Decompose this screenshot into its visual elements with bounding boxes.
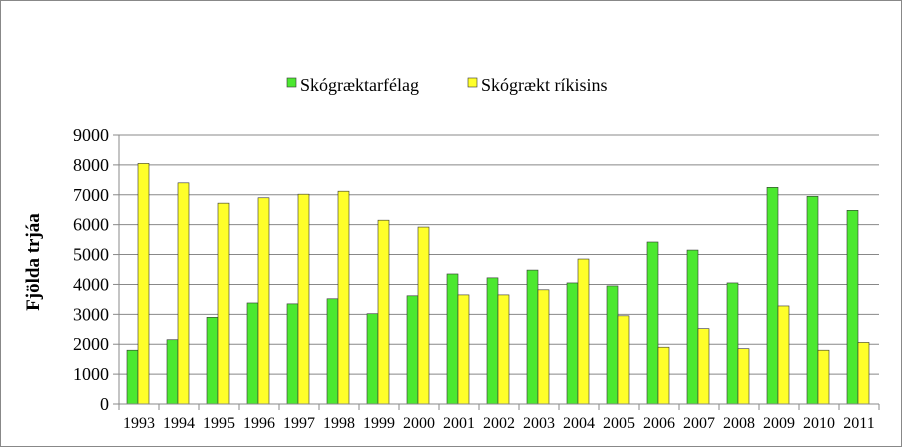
bar-skograekt-rikisins — [497, 294, 510, 405]
bar-skograekt-rikisins — [857, 342, 870, 405]
x-tick-label: 2004 — [563, 415, 595, 432]
legend-label: Skógræktarfélag — [300, 75, 419, 95]
x-tick-label: 2000 — [403, 415, 435, 432]
x-tick-label: 2007 — [683, 415, 715, 432]
bar-skograektarfelag — [566, 282, 579, 405]
bar-skograektarfelag — [406, 295, 419, 405]
bar-skograektarfelag — [246, 302, 259, 405]
bar-skograektarfelag — [446, 273, 459, 405]
bar-skograekt-rikisins — [217, 202, 230, 405]
x-tick-label: 1997 — [283, 415, 315, 432]
legend-swatch — [286, 77, 297, 88]
x-tick-label: 1995 — [203, 415, 235, 432]
x-tick-label: 2011 — [843, 415, 874, 432]
bar-skograektarfelag — [686, 249, 699, 405]
bar-skograekt-rikisins — [617, 315, 630, 405]
x-tick-label: 2008 — [723, 415, 755, 432]
y-tick-label: 1000 — [73, 364, 109, 384]
bar-skograektarfelag — [326, 298, 339, 405]
bar-skograektarfelag — [646, 241, 659, 405]
y-axis-title: Fjölda trjáa — [23, 213, 44, 311]
bar-skograektarfelag — [366, 313, 379, 405]
y-tick-label: 9000 — [73, 125, 109, 145]
x-tick-label: 1994 — [163, 415, 195, 432]
bar-skograekt-rikisins — [457, 294, 470, 405]
bar-skograekt-rikisins — [817, 349, 830, 405]
x-tick-label: 2003 — [523, 415, 555, 432]
x-tick-label: 2001 — [443, 415, 475, 432]
x-tick-label: 1999 — [363, 415, 395, 432]
x-tick-label: 2006 — [643, 415, 675, 432]
bar-skograekt-rikisins — [377, 219, 390, 405]
bar-skograekt-rikisins — [137, 163, 150, 405]
bar-skograektarfelag — [126, 349, 139, 405]
x-tick-label: 1996 — [243, 415, 275, 432]
bar-skograekt-rikisins — [297, 193, 310, 405]
bar-skograekt-rikisins — [697, 328, 710, 405]
bar-skograekt-rikisins — [337, 190, 350, 405]
bar-skograektarfelag — [726, 282, 739, 405]
bar-skograekt-rikisins — [177, 182, 190, 405]
bar-skograektarfelag — [206, 317, 219, 405]
x-tick-label: 2005 — [603, 415, 635, 432]
bar-skograektarfelag — [806, 195, 819, 405]
y-tick-label: 3000 — [73, 304, 109, 324]
y-tick-labels: 0 1000 2000 3000 4000 5000 6000 7000 8000 9000 — [73, 125, 109, 414]
bar-skograekt-rikisins — [657, 346, 670, 405]
bar-skograektarfelag — [166, 339, 179, 405]
legend: Skógræktarfélag Skógrækt ríkisins — [286, 75, 608, 95]
bar-skograektarfelag — [766, 187, 779, 405]
y-tick-label: 5000 — [73, 245, 109, 265]
y-tick-label: 4000 — [73, 274, 109, 294]
bar-skograekt-rikisins — [417, 226, 430, 405]
bar-skograektarfelag — [846, 210, 859, 405]
bar-skograekt-rikisins — [777, 305, 790, 405]
bar-skograekt-rikisins — [257, 197, 270, 405]
x-tick-label: 2009 — [763, 415, 795, 432]
x-tick-label: 1993 — [123, 415, 155, 432]
bars — [126, 163, 870, 405]
y-tick-label: 0 — [100, 394, 109, 414]
y-tick-label: 6000 — [73, 215, 109, 235]
y-tick-label: 2000 — [73, 334, 109, 354]
bar-skograekt-rikisins — [577, 258, 590, 405]
x-tick-label: 2002 — [483, 415, 515, 432]
bar-skograektarfelag — [486, 277, 499, 405]
x-tick-labels: 1993 1994 1995 1996 1997 1998 1999 2000 2001 2002… — [123, 415, 875, 432]
y-tick-label: 7000 — [73, 185, 109, 205]
x-tick-label: 1998 — [323, 415, 355, 432]
axes — [118, 135, 880, 410]
x-tick-label: 2010 — [803, 415, 835, 432]
y-tick-label: 8000 — [73, 155, 109, 175]
bar-skograektarfelag — [526, 269, 539, 405]
bar-skograektarfelag — [286, 303, 299, 405]
bar-skograekt-rikisins — [537, 289, 550, 405]
legend-swatch — [467, 77, 478, 88]
bar-skograekt-rikisins — [737, 348, 750, 405]
legend-label: Skógrækt ríkisins — [481, 75, 608, 95]
bar-skograektarfelag — [606, 285, 619, 405]
